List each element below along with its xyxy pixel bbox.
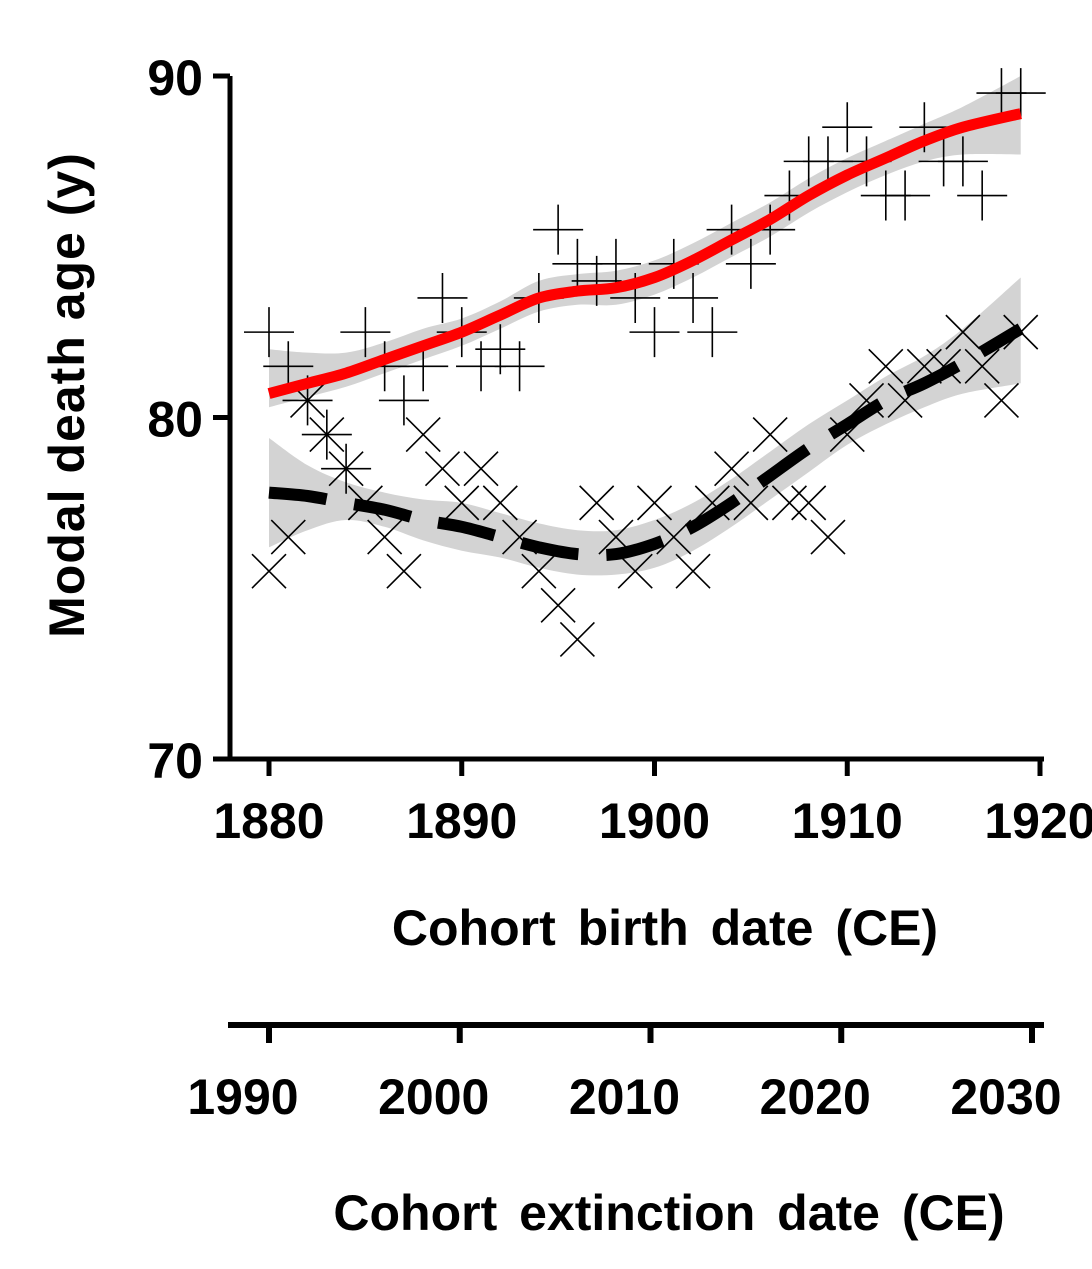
x2-tick-label-2000: 2000 bbox=[378, 1069, 489, 1125]
x-tick-label-1880: 1880 bbox=[213, 793, 324, 849]
plot-area bbox=[244, 68, 1046, 658]
x-tick-label-1900: 1900 bbox=[599, 793, 710, 849]
plus-marker-36 bbox=[937, 136, 988, 187]
cross-marker-28 bbox=[791, 485, 827, 521]
cross-marker-12 bbox=[482, 485, 518, 521]
plus-marker-20 bbox=[629, 307, 680, 358]
plus-marker-7 bbox=[378, 375, 429, 426]
plus-marker-15 bbox=[533, 204, 584, 255]
plus-marker-0 bbox=[244, 307, 294, 358]
labels: Modal death age (y) Cohort birth date (C… bbox=[39, 152, 1005, 1241]
x-tick-label-1920: 1920 bbox=[984, 793, 1092, 849]
cross-marker-4 bbox=[328, 451, 364, 487]
y-tick-label-90: 90 bbox=[147, 50, 203, 106]
x2-tick-label-2010: 2010 bbox=[569, 1069, 680, 1125]
plus-marker-23 bbox=[687, 307, 738, 358]
plus-marker-37 bbox=[957, 170, 1008, 221]
x2-tick-label-2030: 2030 bbox=[950, 1069, 1061, 1125]
cross-marker-19 bbox=[617, 553, 653, 589]
cross-marker-29 bbox=[810, 519, 846, 555]
cross-marker-14 bbox=[521, 553, 557, 589]
cross-marker-36 bbox=[945, 314, 981, 350]
y-tick-label-80: 80 bbox=[147, 392, 203, 448]
x2-axis-title: Cohort extinction date (CE) bbox=[333, 1185, 1004, 1241]
cross-marker-38 bbox=[983, 382, 1020, 418]
cross-marker-26 bbox=[752, 417, 788, 453]
cross-marker-21 bbox=[656, 519, 692, 555]
cross-marker-16 bbox=[559, 621, 595, 658]
cross-marker-24 bbox=[714, 451, 750, 487]
cross-marker-32 bbox=[868, 348, 904, 384]
cross-marker-9 bbox=[424, 451, 461, 487]
fit-line-1 bbox=[268, 323, 1024, 562]
plus-marker-18 bbox=[590, 238, 641, 289]
plus-marker-13 bbox=[494, 341, 545, 392]
ticks: 70 80 90 1880 1890 1900 1910 1920 1990 2000 2010 20… bbox=[147, 50, 1092, 1125]
plus-marker-25 bbox=[725, 238, 776, 289]
cross-marker-7 bbox=[386, 553, 422, 589]
cross-marker-27 bbox=[771, 485, 807, 521]
fit-line-0 bbox=[267, 108, 1022, 399]
plus-marker-39 bbox=[995, 68, 1046, 119]
confidence-band-1 bbox=[269, 277, 1021, 576]
x-axis-title: Cohort birth date (CE) bbox=[392, 900, 938, 956]
x2-tick-label-1990: 1990 bbox=[187, 1069, 298, 1125]
cross-marker-25 bbox=[733, 485, 769, 521]
cross-marker-11 bbox=[463, 451, 499, 487]
cross-marker-0 bbox=[251, 553, 287, 589]
cross-marker-20 bbox=[636, 485, 673, 521]
cross-marker-37 bbox=[964, 348, 1000, 384]
y-axis-title: Modal death age (y) bbox=[39, 152, 95, 638]
cross-marker-15 bbox=[540, 587, 576, 623]
cross-marker-17 bbox=[579, 485, 615, 521]
plus-marker-9 bbox=[417, 272, 468, 323]
cross-marker-22 bbox=[675, 553, 711, 589]
plus-marker-5 bbox=[340, 307, 391, 358]
cross-marker-8 bbox=[405, 417, 441, 453]
cross-marker-6 bbox=[367, 519, 403, 555]
cross-marker-10 bbox=[444, 485, 480, 521]
cross-marker-3 bbox=[309, 417, 345, 453]
x2-tick-label-2020: 2020 bbox=[760, 1069, 871, 1125]
y-tick-label-70: 70 bbox=[147, 733, 203, 789]
cross-marker-1 bbox=[270, 519, 306, 555]
plus-marker-30 bbox=[822, 102, 873, 153]
confidence-band-0 bbox=[269, 76, 1021, 408]
x-tick-label-1890: 1890 bbox=[406, 793, 517, 849]
plus-marker-22 bbox=[668, 272, 719, 323]
plus-marker-33 bbox=[880, 170, 931, 221]
x-tick-label-1910: 1910 bbox=[792, 793, 903, 849]
